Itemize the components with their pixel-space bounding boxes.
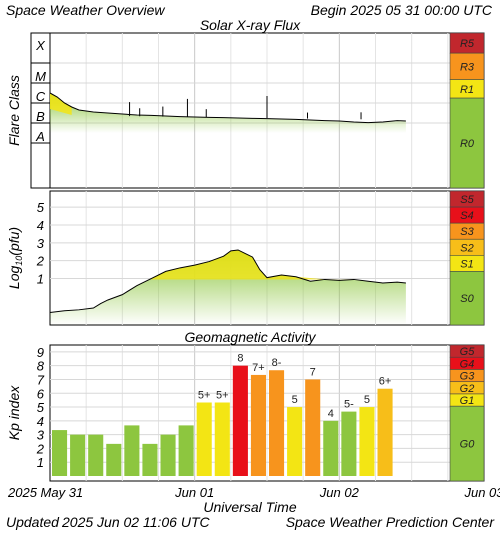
x-tick-label: Jun 02 [319,485,360,500]
begin-time: Begin 2025 05 31 00:00 UTC [310,2,492,18]
proton-ytick-3: 3 [37,236,45,251]
kp-bar-label: 5 [364,394,370,406]
kp-ytick-1: 1 [37,455,44,470]
scale-label-s4: S4 [460,210,473,222]
scale-label-s3: S3 [460,226,474,238]
kp-ytick-9: 9 [37,345,44,360]
xray-y-axis-label: Flare Class [6,75,22,146]
flare-class-c: C [36,89,46,104]
swpc-credit: Space Weather Prediction Center [285,514,494,530]
kp-bar [232,365,248,476]
kp-ytick-2: 2 [36,441,45,456]
kp-bar [305,379,321,476]
scale-label-g1: G1 [460,395,475,407]
kp-ytick-6: 6 [37,386,45,401]
proton-ytick-2: 2 [36,254,45,269]
kp-bar [142,443,158,476]
kp-bar-label: 4 [328,408,334,420]
x-axis-title: Universal Time [203,499,297,515]
kp-bar [160,434,176,476]
kp-bar [377,388,393,476]
scale-cell-g0 [449,405,485,482]
updated-time: 2025 Jun 02 11:06 UTC [62,514,210,530]
kp-bar-label: 5- [344,399,354,411]
kp-bar [341,411,357,476]
xray-yellow-area [50,93,72,115]
kp-ytick-4: 4 [37,414,44,429]
proton-ytick-5: 5 [37,200,45,215]
geomag-panel-title: Geomagnetic Activity [184,329,316,345]
kp-bar-label: 7+ [252,362,265,374]
kp-bar-label: 8 [237,353,243,365]
scale-label-r5: R5 [460,38,475,50]
app-title: Space Weather Overview [6,2,165,18]
kp-bar [287,407,303,476]
scale-label-g5: G5 [460,346,476,358]
scale-cell-r0 [449,97,485,189]
kp-bar [88,434,104,476]
x-tick-label: Jun 03 [463,485,500,500]
kp-bar [106,443,122,476]
kp-bar [250,374,266,476]
proton-ytick-1: 1 [37,272,44,287]
flare-class-m: M [35,69,46,84]
scale-label-g4: G4 [460,358,475,370]
x-tick-label: 2025 May 31 [7,485,83,500]
kp-bar [70,434,86,476]
kp-bar [323,420,339,476]
scale-label-r0: R0 [460,138,475,150]
kp-bar [359,407,375,476]
kp-bar-label: 8- [272,357,282,369]
xray-panel-title: Solar X-ray Flux [199,17,301,33]
proton-ytick-4: 4 [37,218,44,233]
kp-ytick-3: 3 [37,428,45,443]
kp-bar-label: 5+ [198,390,211,402]
kp-bar [52,430,68,476]
kp-bar-label: 5+ [216,390,229,402]
flare-class-a: A [35,129,45,144]
proton-y-axis-label: Log10(pfu) [6,227,24,289]
flare-class-x: X [35,38,46,53]
kp-bar [196,402,212,476]
scale-cell-r3 [449,52,485,80]
scale-label-s1: S1 [460,258,473,270]
scale-label-s2: S2 [460,242,473,254]
scale-label-g0: G0 [460,439,476,451]
kp-bar [269,370,285,476]
scale-label-s5: S5 [460,194,474,206]
proton-yellow-area [151,250,354,280]
xray-flux-area [50,93,406,133]
scale-cell-s0 [449,271,485,326]
kp-ytick-5: 5 [37,400,45,415]
kp-bar [124,425,140,476]
kp-bar-label: 6+ [379,376,392,388]
kp-ytick-8: 8 [37,359,45,374]
scale-label-r1: R1 [460,84,474,96]
kp-ytick-7: 7 [37,372,45,387]
kp-bar-label: 7 [310,366,316,378]
scale-label-r3: R3 [460,61,475,73]
flare-class-b: B [36,109,45,124]
xray-flux-line [49,92,406,124]
kp-bar [178,425,194,476]
proton-flux-line [49,249,406,313]
scale-label-g3: G3 [460,371,476,383]
proton-flux-area [50,250,406,325]
updated-label: Updated [6,514,59,530]
kp-bar [214,402,230,476]
scale-label-g2: G2 [460,383,475,395]
kp-bar-label: 5 [292,394,298,406]
scale-label-s0: S0 [460,293,474,305]
kp-y-axis-label: Kp index [6,385,22,440]
x-tick-label: Jun 01 [174,485,214,500]
